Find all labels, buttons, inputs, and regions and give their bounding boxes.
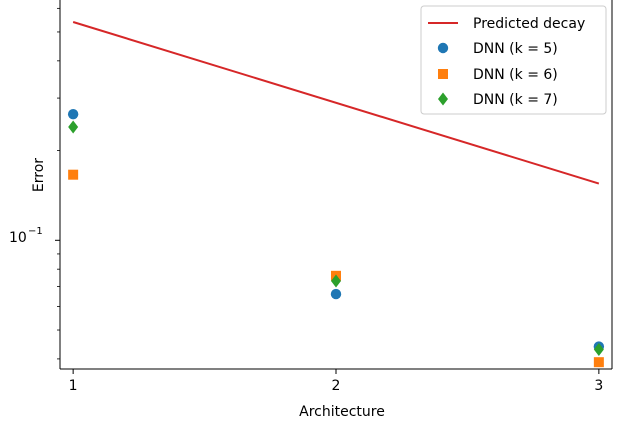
data-point-series-2-2 xyxy=(593,357,604,368)
legend-box xyxy=(420,5,607,115)
legend-label: DNN (k = 6) xyxy=(473,67,558,83)
x-axis-label: Architecture xyxy=(299,404,385,420)
y-tick-label-exponent: −1 xyxy=(28,226,43,237)
legend-entries: Predicted decay DNN (k = 5) DNN (k = 6) DNN… xyxy=(428,16,585,108)
legend: Predicted decay DNN (k = 5) DNN (k = 6) DNN… xyxy=(420,5,607,115)
series-line-predicted-decay xyxy=(72,21,600,185)
data-point-series-1-1 xyxy=(330,288,342,300)
x-tick-label: 1 xyxy=(69,378,78,394)
series-marker-layer xyxy=(67,108,605,368)
series-line-layer xyxy=(72,21,600,185)
x-tick-label: 3 xyxy=(594,378,603,394)
legend-swatch xyxy=(437,42,449,54)
legend-label: DNN (k = 7) xyxy=(473,92,558,108)
y-axis-ticks xyxy=(55,7,60,360)
legend-swatch xyxy=(438,69,448,79)
y-tick-label-base: 10 xyxy=(9,230,27,246)
x-axis-ticks: 1 2 3 xyxy=(69,369,603,394)
x-tick-label: 2 xyxy=(332,378,341,394)
legend-swatch xyxy=(438,92,448,106)
legend-label: DNN (k = 5) xyxy=(473,41,558,57)
legend-entry: DNN (k = 7) xyxy=(438,92,558,108)
data-point-series-1-0 xyxy=(67,108,79,120)
data-point-series-3-1 xyxy=(331,274,341,288)
data-point-series-3-0 xyxy=(68,120,79,134)
legend-entry: Predicted decay xyxy=(428,16,585,32)
legend-entry: DNN (k = 5) xyxy=(437,41,558,57)
legend-entry: DNN (k = 6) xyxy=(438,67,558,83)
data-point-series-3-2 xyxy=(593,343,604,357)
data-point-series-2-0 xyxy=(68,169,79,180)
legend-label: Predicted decay xyxy=(473,16,585,32)
y-axis-label: Error xyxy=(31,158,47,192)
